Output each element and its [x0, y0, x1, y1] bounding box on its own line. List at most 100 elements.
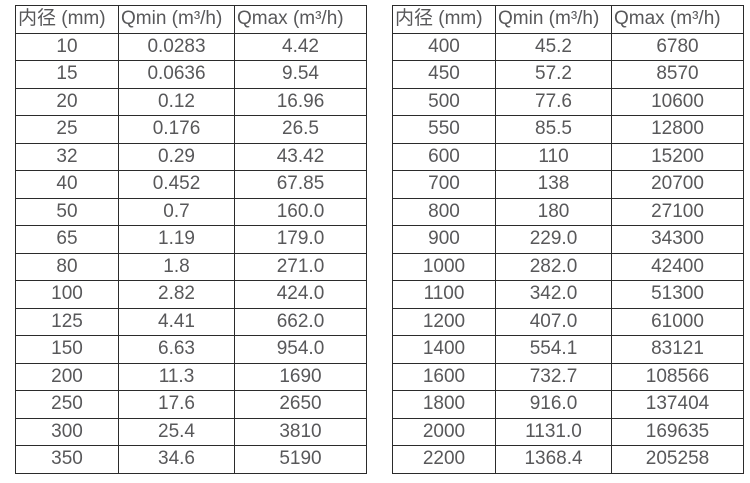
diameter-cell: 200	[15, 362, 119, 391]
diameter-cell: 2200	[392, 445, 496, 474]
qmax-cell: 26.5	[234, 115, 367, 144]
column-header: Qmax (m³/h)	[234, 5, 367, 34]
qmax-cell: 108566	[611, 362, 744, 391]
diameter-cell: 80	[15, 252, 119, 281]
qmin-cell: 0.176	[118, 115, 235, 144]
qmax-cell: 16.96	[234, 87, 367, 116]
flow-spec-table-left: 内径 (mm) Qmin (m³/h) Qmax (m³/h) 10 0.0283 4.4…	[15, 5, 367, 474]
qmin-cell: 2.82	[118, 280, 235, 309]
qmin-cell: 45.2	[495, 32, 612, 61]
table-row: 900 229.0 34300	[392, 225, 744, 254]
table-row: 2000 1131.0 169635	[392, 417, 744, 446]
qmax-cell: 3810	[234, 417, 367, 446]
diameter-cell: 1100	[392, 280, 496, 309]
qmax-cell: 20700	[611, 170, 744, 199]
qmax-cell: 1690	[234, 362, 367, 391]
qmin-cell: 85.5	[495, 115, 612, 144]
diameter-cell: 50	[15, 197, 119, 226]
diameter-cell: 10	[15, 32, 119, 61]
qmin-cell: 0.29	[118, 142, 235, 171]
qmax-cell: 205258	[611, 445, 744, 474]
qmin-cell: 180	[495, 197, 612, 226]
qmin-cell: 282.0	[495, 252, 612, 281]
qmax-cell: 662.0	[234, 307, 367, 336]
table-row: 450 57.2 8570	[392, 60, 744, 89]
column-header: Qmax (m³/h)	[611, 5, 744, 34]
diameter-cell: 150	[15, 335, 119, 364]
diameter-cell: 1600	[392, 362, 496, 391]
qmax-cell: 424.0	[234, 280, 367, 309]
qmin-cell: 138	[495, 170, 612, 199]
diameter-cell: 65	[15, 225, 119, 254]
table-row: 1400 554.1 83121	[392, 335, 744, 364]
diameter-cell: 100	[15, 280, 119, 309]
qmin-cell: 4.41	[118, 307, 235, 336]
qmax-cell: 160.0	[234, 197, 367, 226]
column-header: Qmin (m³/h)	[495, 5, 612, 34]
qmin-cell: 34.6	[118, 445, 235, 474]
qmin-cell: 0.0636	[118, 60, 235, 89]
table-row: 20 0.12 16.96	[15, 87, 367, 116]
qmax-cell: 137404	[611, 390, 744, 419]
qmin-cell: 0.0283	[118, 32, 235, 61]
table-row: 1200 407.0 61000	[392, 307, 744, 336]
qmax-cell: 61000	[611, 307, 744, 336]
table-row: 15 0.0636 9.54	[15, 60, 367, 89]
diameter-cell: 600	[392, 142, 496, 171]
diameter-cell: 500	[392, 87, 496, 116]
table-row: 1000 282.0 42400	[392, 252, 744, 281]
table-row: 550 85.5 12800	[392, 115, 744, 144]
table-row: 300 25.4 3810	[15, 417, 367, 446]
qmax-cell: 9.54	[234, 60, 367, 89]
qmin-cell: 1131.0	[495, 417, 612, 446]
qmin-cell: 0.12	[118, 87, 235, 116]
table-row: 80 1.8 271.0	[15, 252, 367, 281]
qmin-cell: 77.6	[495, 87, 612, 116]
qmin-cell: 407.0	[495, 307, 612, 336]
table-row: 200 11.3 1690	[15, 362, 367, 391]
qmin-cell: 6.63	[118, 335, 235, 364]
diameter-cell: 700	[392, 170, 496, 199]
qmin-cell: 229.0	[495, 225, 612, 254]
qmax-cell: 67.85	[234, 170, 367, 199]
table-row: 1800 916.0 137404	[392, 390, 744, 419]
table-row: 800 180 27100	[392, 197, 744, 226]
diameter-cell: 350	[15, 445, 119, 474]
qmin-cell: 554.1	[495, 335, 612, 364]
qmax-cell: 83121	[611, 335, 744, 364]
table-row: 32 0.29 43.42	[15, 142, 367, 171]
diameter-cell: 1400	[392, 335, 496, 364]
qmin-cell: 25.4	[118, 417, 235, 446]
diameter-cell: 400	[392, 32, 496, 61]
qmin-cell: 110	[495, 142, 612, 171]
qmax-cell: 27100	[611, 197, 744, 226]
diameter-cell: 15	[15, 60, 119, 89]
table-row: 1100 342.0 51300	[392, 280, 744, 309]
qmin-cell: 1368.4	[495, 445, 612, 474]
qmax-cell: 169635	[611, 417, 744, 446]
diameter-cell: 250	[15, 390, 119, 419]
table-row: 400 45.2 6780	[392, 32, 744, 61]
table-row: 1600 732.7 108566	[392, 362, 744, 391]
qmax-cell: 15200	[611, 142, 744, 171]
diameter-cell: 20	[15, 87, 119, 116]
diameter-cell: 125	[15, 307, 119, 336]
table-row: 150 6.63 954.0	[15, 335, 367, 364]
qmax-cell: 179.0	[234, 225, 367, 254]
table-row: 40 0.452 67.85	[15, 170, 367, 199]
diameter-cell: 2000	[392, 417, 496, 446]
table-row: 100 2.82 424.0	[15, 280, 367, 309]
qmin-cell: 1.19	[118, 225, 235, 254]
table-row: 700 138 20700	[392, 170, 744, 199]
qmax-cell: 34300	[611, 225, 744, 254]
header-row: 内径 (mm) Qmin (m³/h) Qmax (m³/h)	[392, 5, 744, 34]
qmax-cell: 8570	[611, 60, 744, 89]
table-row: 10 0.0283 4.42	[15, 32, 367, 61]
diameter-cell: 550	[392, 115, 496, 144]
diameter-cell: 800	[392, 197, 496, 226]
flow-spec-table-right: 内径 (mm) Qmin (m³/h) Qmax (m³/h) 400 45.2 6780…	[392, 5, 744, 474]
diameter-cell: 25	[15, 115, 119, 144]
qmin-cell: 0.452	[118, 170, 235, 199]
table-row: 600 110 15200	[392, 142, 744, 171]
